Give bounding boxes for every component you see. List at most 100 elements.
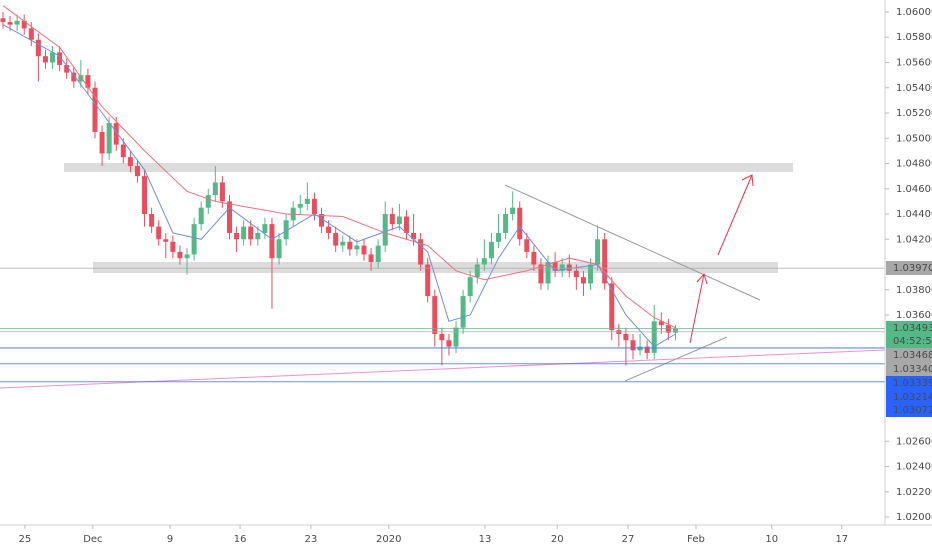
candle-body	[580, 277, 586, 284]
candle-body	[495, 232, 501, 242]
candle-body	[375, 245, 381, 262]
candle-body	[205, 195, 211, 208]
support-zone	[93, 262, 778, 273]
candle-body	[354, 245, 360, 250]
candle-body	[361, 245, 367, 255]
candle-body	[191, 224, 197, 255]
candle-body	[418, 239, 424, 265]
x-tick-label: 17	[835, 534, 848, 545]
price-label: 1.03339	[893, 378, 932, 389]
candle-body	[474, 264, 480, 278]
price-label: 1.03970	[893, 263, 932, 274]
x-tick-label: 23	[305, 534, 318, 545]
candle-body	[637, 346, 643, 351]
y-tick-label: 1.02000	[896, 512, 932, 523]
candle-body	[234, 232, 240, 240]
candle-body	[255, 232, 261, 240]
candle-body	[481, 258, 487, 265]
candle-body	[425, 264, 431, 297]
x-tick-label: 20	[551, 534, 564, 545]
candle-body	[241, 226, 247, 240]
candle-body	[127, 157, 133, 167]
price-label-box	[886, 390, 932, 404]
price-label-box	[886, 376, 932, 390]
lower-trendline	[624, 336, 728, 382]
y-tick-label: 1.02200	[896, 487, 932, 498]
candle-body	[538, 264, 544, 284]
candle-body	[453, 327, 459, 347]
candle-body	[651, 321, 657, 353]
y-tick-label: 1.02600	[896, 436, 932, 447]
candle-body	[389, 214, 395, 225]
x-tick-label: 13	[479, 534, 492, 545]
candle-body	[269, 224, 275, 259]
x-tick-label: Feb	[687, 534, 705, 545]
candle-body	[7, 22, 13, 25]
candle-body	[50, 52, 56, 63]
candle-body	[57, 52, 63, 66]
candle-body	[14, 20, 20, 25]
candle-body	[510, 207, 516, 215]
price-label: 1.03072	[893, 405, 932, 416]
plot-area	[0, 5, 885, 383]
candle-body	[219, 182, 225, 202]
candle-body	[163, 239, 169, 242]
moving-average	[2, 5, 676, 329]
countdown-box	[886, 334, 932, 348]
candle-body	[0, 18, 6, 23]
y-tick-label: 1.05200	[896, 108, 932, 119]
candle-body	[170, 241, 176, 252]
price-label-box	[886, 321, 932, 335]
candle-body	[311, 198, 317, 215]
upper-trendline	[504, 184, 761, 301]
candle-body	[531, 251, 537, 265]
candle-body	[588, 264, 594, 284]
candle-body	[573, 270, 579, 278]
candle-body	[212, 182, 218, 196]
y-tick-label: 1.02400	[896, 462, 932, 473]
candle-body	[566, 264, 572, 271]
y-tick-label: 1.05800	[896, 32, 932, 43]
x-tick-label: 10	[765, 534, 778, 545]
candle-body	[184, 254, 190, 259]
candle-body	[262, 224, 268, 233]
price-label-box	[886, 348, 932, 362]
candle-body	[149, 214, 155, 227]
candle-body	[333, 232, 339, 246]
candle-body	[609, 283, 615, 331]
price-label: 1.03340	[893, 364, 932, 375]
candle-body	[297, 203, 303, 208]
candle-body	[92, 87, 98, 132]
y-tick-label: 1.05000	[896, 133, 932, 144]
candle-body	[524, 239, 530, 252]
candle-body	[276, 239, 282, 259]
candle-body	[488, 241, 494, 259]
candle-body	[42, 56, 48, 63]
candle-body	[99, 131, 105, 154]
candle-body	[283, 220, 289, 240]
candle-body	[85, 75, 91, 88]
price-label: 1.03214	[893, 392, 932, 403]
y-tick-label: 1.05600	[896, 58, 932, 69]
resistance-zone	[64, 163, 793, 172]
candle-body	[382, 214, 388, 246]
candle-body	[503, 214, 509, 233]
x-tick-label: 27	[622, 534, 635, 545]
candle-body	[602, 239, 608, 284]
y-tick-label: 1.06000	[896, 7, 932, 18]
candle-body	[411, 232, 417, 240]
candle-body	[460, 296, 466, 328]
candle-body	[403, 216, 409, 233]
candle-body	[432, 296, 438, 334]
candle-body	[545, 261, 551, 284]
candle-body	[368, 254, 374, 262]
x-tick-label: 25	[19, 534, 32, 545]
price-label: 1.03468	[893, 350, 932, 361]
candle-body	[595, 239, 601, 265]
candle-body	[396, 216, 402, 225]
y-tick-label: 1.05400	[896, 83, 932, 94]
x-tick-label: 9	[167, 534, 173, 545]
x-tick-label: Dec	[83, 534, 102, 545]
candle-body	[559, 264, 565, 271]
